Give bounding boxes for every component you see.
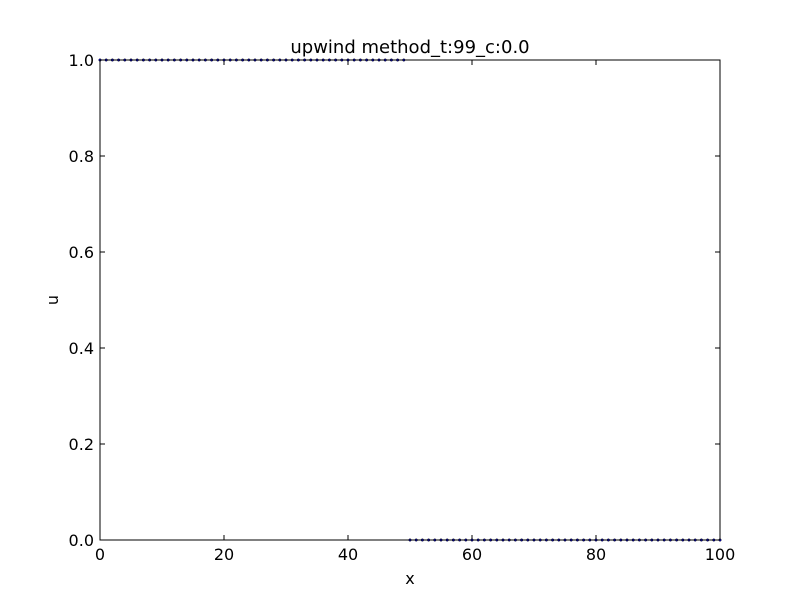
y-tick-label: 1.0: [69, 51, 94, 70]
chart-title: upwind method_t:99_c:0.0: [290, 37, 529, 58]
x-tick-label: 20: [214, 545, 234, 564]
y-tick-label: 0.8: [69, 147, 94, 166]
x-tick-label: 80: [586, 545, 606, 564]
axes-frame: [99, 59, 721, 541]
x-axis-label: x: [405, 569, 414, 588]
y-tick-label: 0.6: [69, 243, 94, 262]
x-tick-label: 100: [705, 545, 736, 564]
x-tick-label: 60: [462, 545, 482, 564]
y-tick-label: 0.4: [69, 339, 94, 358]
y-tick-label: 0.2: [69, 435, 94, 454]
x-tick-label: 0: [95, 545, 105, 564]
y-axis-label: u: [43, 295, 62, 305]
plot-area: [98, 58, 722, 542]
x-tick-label: 40: [338, 545, 358, 564]
y-tick-label: 0.0: [69, 531, 94, 550]
ticks-layer: 0 20 40 60 80 100 0.0 0.2 0.4 0.6 0.8 1.0: [69, 51, 736, 564]
series-0: [98, 58, 722, 542]
